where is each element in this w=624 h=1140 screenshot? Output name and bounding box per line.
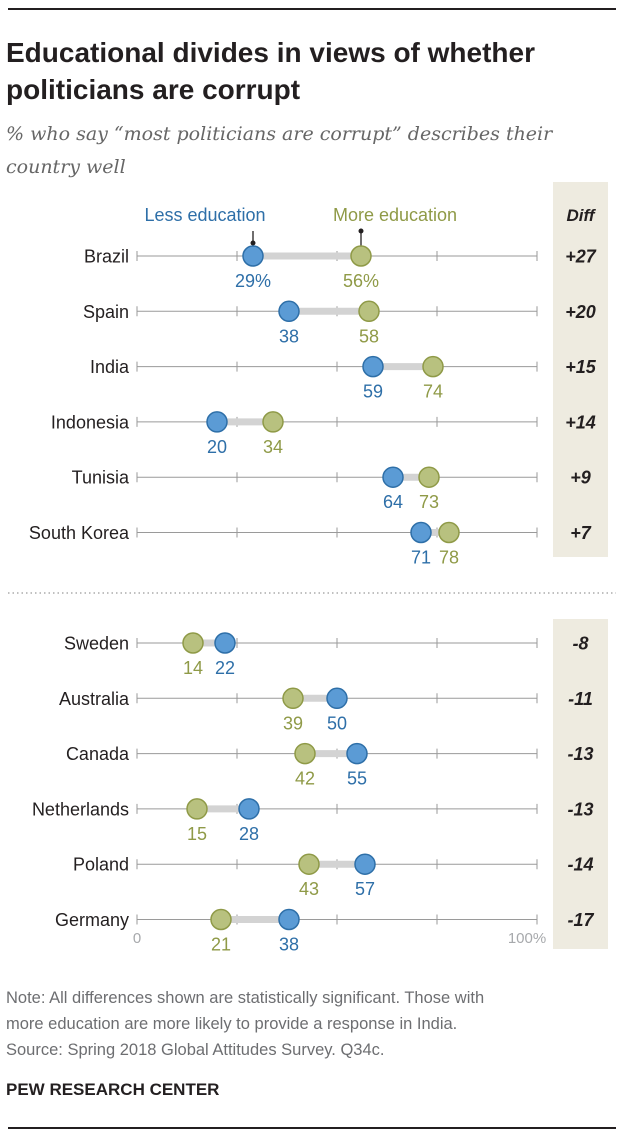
more-education-value: 21: [211, 935, 231, 955]
diff-header: Diff: [566, 206, 596, 225]
diff-value: -11: [568, 689, 593, 709]
legend-more-education: More education: [333, 205, 457, 225]
chart-title: Educational divides in views of whether …: [6, 37, 536, 105]
less-education-dot: [382, 466, 404, 488]
less-education-dot: [354, 853, 376, 875]
country-label: Australia: [59, 689, 130, 709]
more-education-dot: [418, 466, 440, 488]
diff-value: -13: [567, 799, 593, 819]
diff-value: +15: [565, 357, 597, 377]
diff-value: +7: [570, 523, 592, 543]
more-education-value: 42: [295, 769, 315, 789]
diff-value: +27: [565, 247, 597, 267]
legend-less-education: Less education: [144, 205, 265, 225]
diff-value: +9: [570, 468, 591, 488]
more-education-value: 78: [439, 548, 459, 568]
less-education-value: 38: [279, 935, 299, 955]
diff-value: +20: [565, 302, 596, 322]
less-education-value: 28: [239, 824, 259, 844]
chart-note: Note: All differences shown are statisti…: [6, 985, 606, 1063]
less-education-value: 71: [411, 548, 431, 568]
country-label: Netherlands: [32, 799, 129, 819]
more-education-dot: [186, 798, 208, 820]
axis-min-label: 0: [133, 930, 141, 947]
more-education-dot: [350, 245, 372, 267]
more-education-value: 34: [263, 437, 283, 457]
more-education-value: 73: [419, 492, 439, 512]
less-education-dot: [278, 908, 300, 931]
legend-leader-dot: [358, 228, 364, 234]
country-label: Poland: [73, 855, 129, 875]
less-education-dot: [346, 742, 368, 765]
country-label: South Korea: [29, 523, 130, 543]
chart-subtitle: % who say “most politicians are corrupt”…: [6, 123, 553, 178]
axis-max-label: 100%: [508, 930, 546, 947]
more-education-dot: [438, 521, 460, 544]
more-education-dot: [358, 300, 380, 323]
note-line: more education are more likely to provid…: [6, 1015, 458, 1033]
less-education-value: 22: [215, 658, 235, 678]
more-education-dot: [182, 632, 204, 654]
more-education-dot: [210, 908, 232, 931]
country-label: Indonesia: [51, 412, 130, 432]
less-education-value: 38: [279, 326, 299, 346]
diff-value: -14: [567, 855, 593, 875]
diff-value: +14: [565, 412, 596, 432]
diff-panel: [553, 619, 608, 949]
country-label: Sweden: [64, 634, 129, 654]
more-education-dot: [282, 687, 304, 710]
less-education-dot: [242, 245, 264, 267]
more-education-value: 43: [299, 879, 319, 899]
diff-value: -13: [567, 744, 593, 764]
country-label: Brazil: [84, 247, 129, 267]
less-education-dot: [362, 355, 384, 378]
less-education-value: 50: [327, 713, 347, 733]
less-education-value: 57: [355, 879, 375, 899]
less-education-dot: [326, 687, 348, 710]
more-education-dot: [294, 742, 316, 765]
country-label: India: [90, 357, 130, 377]
top-rule: [8, 8, 616, 10]
more-education-value: 39: [283, 713, 303, 733]
less-education-value: 59: [363, 382, 383, 402]
more-education-value: 58: [359, 326, 379, 346]
less-education-dot: [214, 632, 236, 654]
more-education-dot: [262, 411, 284, 433]
diff-value: -17: [567, 910, 594, 930]
more-education-value: 74: [423, 382, 443, 402]
country-label: Canada: [66, 744, 130, 764]
less-education-dot: [410, 521, 432, 544]
more-education-dot: [298, 853, 320, 875]
country-label: Germany: [55, 910, 129, 930]
less-education-value: 55: [347, 769, 367, 789]
source-line: Source: Spring 2018 Global Attitudes Sur…: [6, 1041, 385, 1059]
diff-value: -8: [572, 634, 588, 654]
less-education-dot: [238, 798, 260, 820]
less-education-dot: [278, 300, 300, 323]
brand-label: PEW RESEARCH CENTER: [6, 1080, 220, 1099]
note-line: Note: All differences shown are statisti…: [6, 989, 485, 1007]
more-education-dot: [422, 355, 444, 378]
less-education-dot: [206, 411, 228, 433]
more-education-value: 14: [183, 658, 203, 678]
diff-panel: [553, 182, 608, 557]
country-label: Tunisia: [72, 468, 130, 488]
less-education-value: 20: [207, 437, 227, 457]
bottom-rule: [8, 1127, 616, 1129]
more-education-value: 56%: [343, 271, 379, 291]
legend-leader-dot: [250, 240, 256, 246]
country-label: Spain: [83, 302, 129, 322]
dumbbell-chart: Less education More education Diff Brazil 29…: [8, 182, 616, 955]
less-education-value: 64: [383, 492, 403, 512]
more-education-value: 15: [187, 824, 207, 844]
less-education-value: 29%: [235, 271, 271, 291]
